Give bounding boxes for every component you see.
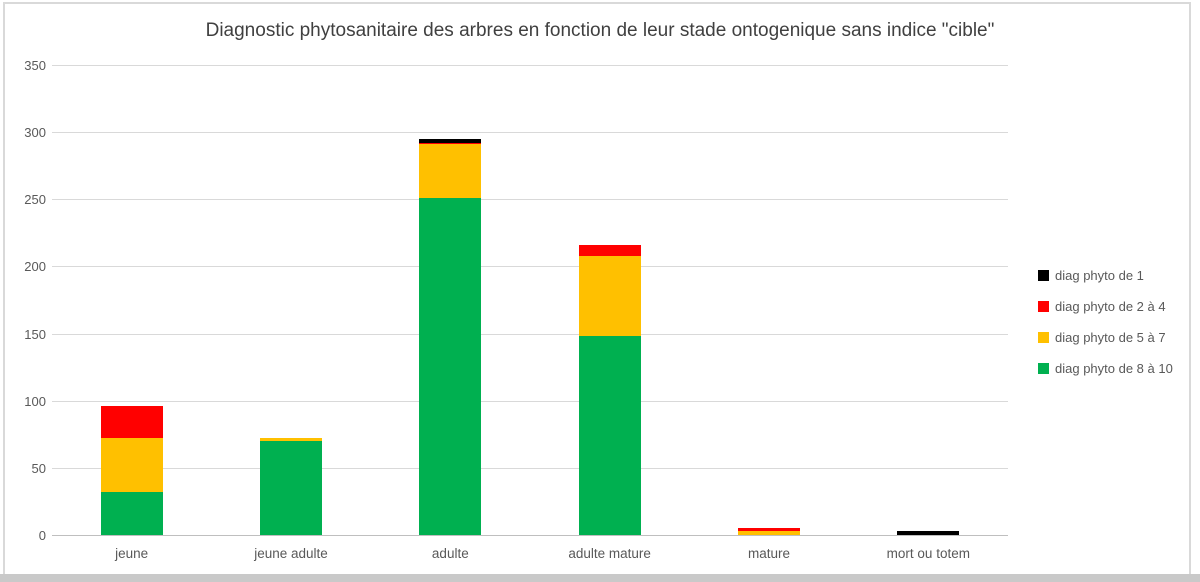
bar-segment <box>578 244 641 256</box>
plot-area <box>52 65 1008 536</box>
bar-segment <box>100 492 163 535</box>
legend-item: diag phyto de 2 à 4 <box>1038 291 1173 322</box>
bar-mature <box>738 528 800 535</box>
bar-segment <box>419 144 482 198</box>
legend-label: diag phyto de 5 à 7 <box>1055 330 1166 345</box>
bar-segment <box>419 138 482 143</box>
x-tick-label-jeune: jeune <box>115 546 149 561</box>
gridline-y-150 <box>52 333 1008 335</box>
x-tick-label-jeune-adulte: jeune adulte <box>254 546 328 561</box>
y-tick-label-150: 150 <box>24 326 46 342</box>
y-tick-label-100: 100 <box>24 393 46 409</box>
legend-swatch-icon <box>1038 301 1049 312</box>
gridline-y-100 <box>52 400 1008 402</box>
x-tick-label-mature: mature <box>747 546 790 561</box>
bar-mort-ou-totem <box>897 530 960 535</box>
legend-item: diag phyto de 5 à 7 <box>1038 322 1173 353</box>
bar-segment <box>578 336 641 535</box>
legend-label: diag phyto de 8 à 10 <box>1055 361 1173 376</box>
bar-segment <box>100 406 163 439</box>
legend-swatch-icon <box>1038 332 1049 343</box>
gridline-y-350 <box>52 65 1008 66</box>
legend-item: diag phyto de 8 à 10 <box>1038 353 1173 384</box>
y-tick-label-200: 200 <box>24 259 46 275</box>
bar-segment <box>738 530 800 535</box>
bar-jeune-adulte <box>260 438 322 535</box>
gridline-y-200 <box>52 266 1008 268</box>
bar-adulte <box>419 138 482 535</box>
x-tick-label-adulte-mature: adulte mature <box>568 546 651 561</box>
gridline-y-300 <box>52 132 1008 134</box>
gridline-y-0 <box>52 535 1008 536</box>
bar-segment <box>738 528 800 531</box>
x-tick-label-mort-ou-totem: mort ou totem <box>886 546 970 561</box>
bar-segment <box>260 441 322 535</box>
gridline-y-50 <box>52 467 1008 469</box>
legend-label: diag phyto de 1 <box>1055 268 1144 283</box>
bar-segment <box>100 438 163 493</box>
gridline-y-250 <box>52 199 1008 201</box>
y-tick-label-350: 350 <box>24 58 46 73</box>
y-tick-label-300: 300 <box>24 125 46 141</box>
x-tick-label-adulte: adulte <box>431 546 469 561</box>
bar-segment <box>419 142 482 145</box>
bar-adulte-mature <box>578 244 641 535</box>
bar-segment <box>897 530 960 535</box>
window-bottom-edge <box>0 574 1200 582</box>
bar-segment <box>419 197 482 535</box>
bar-jeune <box>100 406 163 535</box>
legend-label: diag phyto de 2 à 4 <box>1055 299 1166 314</box>
legend-item: diag phyto de 1 <box>1038 260 1173 291</box>
y-tick-label-50: 50 <box>31 460 46 476</box>
legend-swatch-icon <box>1038 270 1049 281</box>
chart-legend: diag phyto de 1 diag phyto de 2 à 4 diag p… <box>1038 260 1173 384</box>
y-tick-label-250: 250 <box>24 192 46 208</box>
legend-swatch-icon <box>1038 363 1049 374</box>
y-tick-label-0: 0 <box>38 528 46 543</box>
bar-segment <box>578 255 641 337</box>
bar-segment <box>260 438 322 441</box>
chart-title: Diagnostic phytosanitaire des arbres en … <box>205 20 995 41</box>
